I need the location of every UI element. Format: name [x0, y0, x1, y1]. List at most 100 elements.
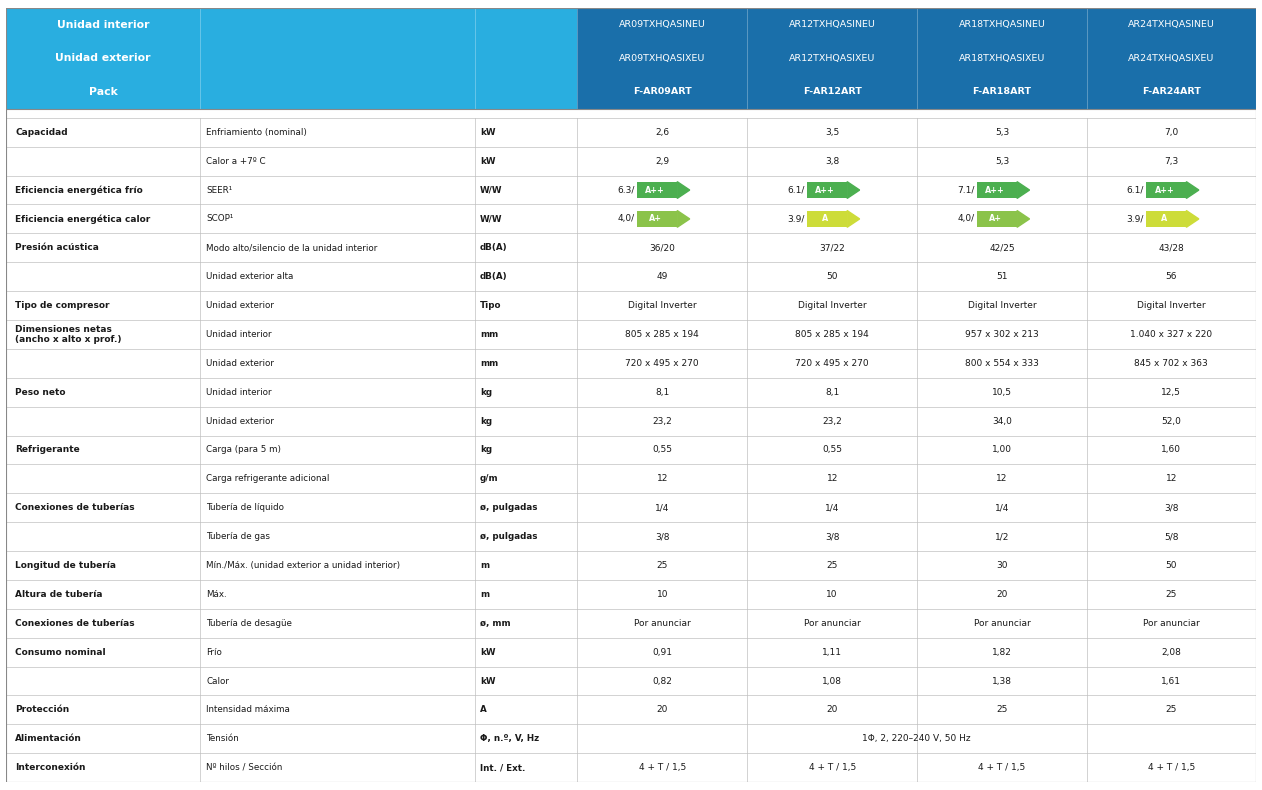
Bar — [6, 551, 1256, 580]
Text: Altura de tubería: Altura de tubería — [15, 590, 102, 599]
Text: g/m: g/m — [480, 474, 498, 483]
Text: A++: A++ — [645, 186, 665, 194]
Text: Interconexión: Interconexión — [15, 763, 86, 772]
Text: Int. / Ext.: Int. / Ext. — [480, 763, 525, 772]
Text: AR18TXHQASINEU: AR18TXHQASINEU — [959, 21, 1045, 29]
Text: 1,38: 1,38 — [992, 676, 1012, 686]
Text: m: m — [480, 561, 488, 570]
Polygon shape — [1017, 182, 1030, 198]
Bar — [6, 118, 1256, 147]
Text: 10,5: 10,5 — [992, 388, 1012, 397]
Text: 8,1: 8,1 — [655, 388, 669, 397]
Text: Máx.: Máx. — [206, 590, 227, 599]
Text: AR12TXHQASIXEU: AR12TXHQASIXEU — [789, 54, 876, 62]
Polygon shape — [847, 182, 859, 198]
Bar — [577, 8, 747, 108]
Text: Tipo de compresor: Tipo de compresor — [15, 301, 110, 310]
Text: 5/8: 5/8 — [1164, 532, 1179, 541]
Text: Tubería de desagüe: Tubería de desagüe — [206, 619, 292, 628]
Text: SCOP¹: SCOP¹ — [206, 214, 233, 224]
Text: 20: 20 — [827, 705, 838, 714]
Text: kW: kW — [480, 156, 495, 166]
Text: AR24TXHQASIXEU: AR24TXHQASIXEU — [1128, 54, 1214, 62]
Text: 845 x 702 x 363: 845 x 702 x 363 — [1135, 359, 1208, 368]
Text: AR18TXHQASIXEU: AR18TXHQASIXEU — [959, 54, 1045, 62]
Text: 805 x 285 x 194: 805 x 285 x 194 — [795, 330, 870, 339]
Bar — [637, 211, 678, 228]
Text: 4,0/: 4,0/ — [958, 214, 974, 224]
Text: Protección: Protección — [15, 705, 69, 714]
Text: 23,2: 23,2 — [823, 416, 842, 426]
Text: Digital Inverter: Digital Inverter — [798, 301, 867, 310]
Text: 20: 20 — [656, 705, 668, 714]
Text: 4 + T / 1,5: 4 + T / 1,5 — [1147, 763, 1195, 772]
Text: Modo alto/silencio de la unidad interior: Modo alto/silencio de la unidad interior — [206, 243, 377, 252]
Bar — [6, 378, 1256, 407]
Text: Carga refrigerante adicional: Carga refrigerante adicional — [206, 474, 329, 483]
Polygon shape — [1186, 211, 1199, 228]
Bar — [6, 407, 1256, 435]
Text: dB(A): dB(A) — [480, 273, 507, 281]
Text: Digital Inverter: Digital Inverter — [1137, 301, 1205, 310]
Text: AR24TXHQASINEU: AR24TXHQASINEU — [1128, 21, 1215, 29]
Text: kW: kW — [480, 128, 495, 137]
Text: 5,3: 5,3 — [994, 156, 1010, 166]
Text: F-AR12ART: F-AR12ART — [803, 87, 862, 96]
Text: 4,0/: 4,0/ — [617, 214, 635, 224]
Text: 25: 25 — [997, 705, 1008, 714]
Text: 50: 50 — [827, 273, 838, 281]
Text: Refrigerante: Refrigerante — [15, 446, 80, 454]
Text: Longitud de tubería: Longitud de tubería — [15, 561, 116, 570]
Text: Digital Inverter: Digital Inverter — [628, 301, 697, 310]
Text: W/W: W/W — [480, 214, 502, 224]
Text: 2,6: 2,6 — [655, 128, 669, 137]
Text: Intensidad máxima: Intensidad máxima — [206, 705, 290, 714]
Text: 36/20: 36/20 — [649, 243, 675, 252]
Text: 8,1: 8,1 — [825, 388, 839, 397]
Text: A++: A++ — [1155, 186, 1174, 194]
Text: A++: A++ — [815, 186, 835, 194]
Text: Unidad interior: Unidad interior — [57, 20, 149, 30]
Text: 30: 30 — [996, 561, 1008, 570]
Text: 23,2: 23,2 — [652, 416, 673, 426]
Text: 12: 12 — [1166, 474, 1177, 483]
Text: 3,5: 3,5 — [825, 128, 839, 137]
Text: 1,08: 1,08 — [822, 676, 842, 686]
Bar — [475, 8, 577, 108]
Polygon shape — [678, 182, 690, 198]
Bar — [6, 205, 1256, 233]
Text: 4 + T / 1,5: 4 + T / 1,5 — [809, 763, 856, 772]
Text: 3/8: 3/8 — [1164, 503, 1179, 512]
Text: 1/2: 1/2 — [994, 532, 1010, 541]
Text: Por anunciar: Por anunciar — [974, 619, 1031, 628]
Text: Φ, n.º, V, Hz: Φ, n.º, V, Hz — [480, 734, 539, 743]
Text: A: A — [1161, 214, 1167, 224]
Bar — [6, 108, 1256, 118]
Text: mm: mm — [480, 330, 498, 339]
Text: 25: 25 — [1166, 590, 1177, 599]
Text: dB(A): dB(A) — [480, 243, 507, 252]
Text: 2,08: 2,08 — [1161, 648, 1181, 656]
Text: Conexiones de tuberías: Conexiones de tuberías — [15, 619, 135, 628]
Bar — [6, 580, 1256, 609]
Bar — [6, 753, 1256, 782]
Text: 51: 51 — [996, 273, 1008, 281]
Text: 2,9: 2,9 — [655, 156, 669, 166]
Text: ø, pulgadas: ø, pulgadas — [480, 532, 538, 541]
Text: 34,0: 34,0 — [992, 416, 1012, 426]
Text: Dimensiones netas
(ancho x alto x prof.): Dimensiones netas (ancho x alto x prof.) — [15, 325, 121, 344]
Text: m: m — [480, 590, 488, 599]
Text: Enfriamiento (nominal): Enfriamiento (nominal) — [206, 128, 307, 137]
Text: 4 + T / 1,5: 4 + T / 1,5 — [639, 763, 685, 772]
Text: 12: 12 — [997, 474, 1008, 483]
Text: 1,82: 1,82 — [992, 648, 1012, 656]
Text: kg: kg — [480, 416, 492, 426]
Bar — [6, 8, 199, 108]
Text: Peso neto: Peso neto — [15, 388, 66, 397]
Text: AR09TXHQASINEU: AR09TXHQASINEU — [618, 21, 705, 29]
Text: 7.1/: 7.1/ — [957, 186, 974, 194]
Text: A++: A++ — [986, 186, 1005, 194]
Text: Unidad interior: Unidad interior — [206, 388, 271, 397]
Text: Eficiencia energética frío: Eficiencia energética frío — [15, 186, 143, 195]
Text: kg: kg — [480, 446, 492, 454]
